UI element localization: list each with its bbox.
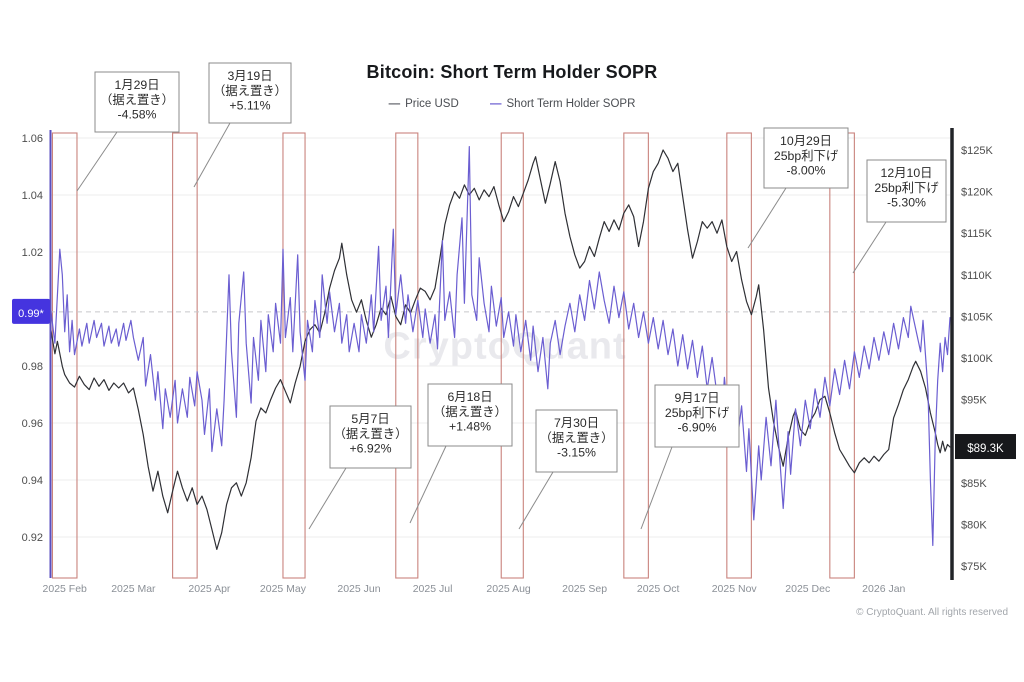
left-axis-tick: 0.92	[22, 532, 43, 544]
x-axis-month-label: 2026 Jan	[862, 583, 905, 595]
annotation-leader-line	[747, 187, 787, 249]
price-current-badge-label: $89.3K	[967, 443, 1004, 455]
fomc-annotation-text: 6月18日（据え置き）+1.48%	[433, 390, 507, 434]
sopr-current-badge	[12, 298, 50, 324]
fomc-event-window	[51, 132, 78, 579]
fomc-event-window	[172, 132, 198, 579]
price-current-badge	[955, 434, 1016, 460]
fomc-annotation-box	[866, 159, 947, 223]
fomc-event-window	[623, 132, 649, 579]
right-axis-tick: $80K	[961, 519, 987, 531]
legend-label-sopr: Short Term Holder SOPR	[506, 98, 636, 110]
x-axis-month-label: 2025 Mar	[111, 583, 156, 595]
fomc-annotation-text: 7月30日（据え置き）-3.15%	[540, 416, 614, 460]
legend: — Price USD — Short Term Holder SOPR	[0, 98, 1024, 110]
chart-title: Bitcoin: Short Term Holder SOPR	[366, 62, 658, 82]
annotation-leader-line	[308, 467, 347, 530]
left-axis-tick: 1.06	[22, 133, 43, 145]
annotation-leader-line	[852, 221, 887, 274]
fomc-annotation-box	[208, 62, 292, 124]
fomc-annotation-text: 5月7日（据え置き）+6.92%	[334, 412, 408, 456]
fomc-annotation-box	[329, 405, 412, 469]
annotation-leader-line	[409, 445, 447, 524]
right-axis-tick: $100K	[961, 353, 993, 365]
fomc-annotation-box	[654, 384, 740, 448]
x-axis-month-label: 2025 Dec	[785, 583, 830, 595]
fomc-annotation-text: 10月29日 25bp利下げ-8.00%	[774, 134, 839, 178]
x-axis-month-label: 2025 Jun	[337, 583, 380, 595]
right-axis-tick: $115K	[961, 228, 993, 240]
fomc-annotation-box	[535, 409, 618, 473]
x-axis-month-label: 2025 Sep	[562, 583, 607, 595]
fomc-event-window	[829, 132, 855, 579]
x-axis-month-label: 2025 Aug	[486, 583, 531, 595]
right-axis-tick: $75K	[961, 561, 987, 573]
fomc-event-window	[282, 132, 306, 579]
x-axis-month-label: 2025 Oct	[637, 583, 680, 595]
annotation-leader-line	[76, 131, 118, 192]
fomc-annotation-box	[427, 383, 513, 447]
right-axis-tick: $125K	[961, 145, 993, 157]
x-axis-month-label: 2025 Feb	[43, 583, 88, 595]
x-axis-month-label: 2025 May	[260, 583, 307, 595]
right-axis-tick: $85K	[961, 478, 987, 490]
price-line-swatch: —	[388, 98, 401, 110]
annotation-leader-line	[518, 471, 554, 530]
x-axis-month-label: 2025 Nov	[712, 583, 758, 595]
left-axis-tick: 0.96	[22, 418, 43, 430]
x-axis-month-label: 2025 Apr	[188, 583, 231, 595]
annotation-leader-line	[640, 446, 673, 530]
right-axis-tick: $120K	[961, 187, 993, 199]
price-usd-line	[49, 149, 951, 551]
fomc-event-window	[726, 132, 752, 579]
fomc-annotation-box	[763, 127, 849, 189]
left-axis-tick: 1.04	[22, 190, 43, 202]
left-axis-tick: 1.02	[22, 247, 43, 259]
left-axis-tick: 0.94	[22, 475, 43, 487]
x-axis-month-label: 2025 Jul	[413, 583, 453, 595]
sopr-line-swatch: —	[490, 98, 502, 110]
fomc-annotation-text: 1月29日（据え置き）-4.58%	[100, 78, 174, 122]
fomc-annotation-box	[94, 71, 180, 133]
legend-item-sopr: — Short Term Holder SOPR	[490, 98, 635, 110]
fomc-annotation-text: 3月19日（据え置き）+5.11%	[213, 69, 287, 113]
sopr-line	[49, 146, 951, 547]
fomc-event-window	[395, 132, 419, 579]
right-axis-tick: $95K	[961, 395, 987, 407]
right-axis-tick: $105K	[961, 311, 993, 323]
legend-item-price: — Price USD	[389, 98, 459, 110]
right-axis-tick: $110K	[961, 270, 993, 282]
fomc-annotation-text: 9月17日 25bp利下げ-6.90%	[665, 391, 730, 435]
legend-label-price: Price USD	[405, 98, 459, 110]
sopr-current-badge-label: 0.99*	[18, 308, 44, 320]
fomc-event-window	[500, 132, 524, 579]
fomc-annotation-text: 12月10日 25bp利下げ-5.30%	[874, 166, 939, 210]
left-axis-tick: 0.98	[22, 361, 43, 373]
copyright: © CryptoQuant. All rights reserved	[856, 607, 1008, 618]
annotation-leader-line	[193, 122, 231, 188]
